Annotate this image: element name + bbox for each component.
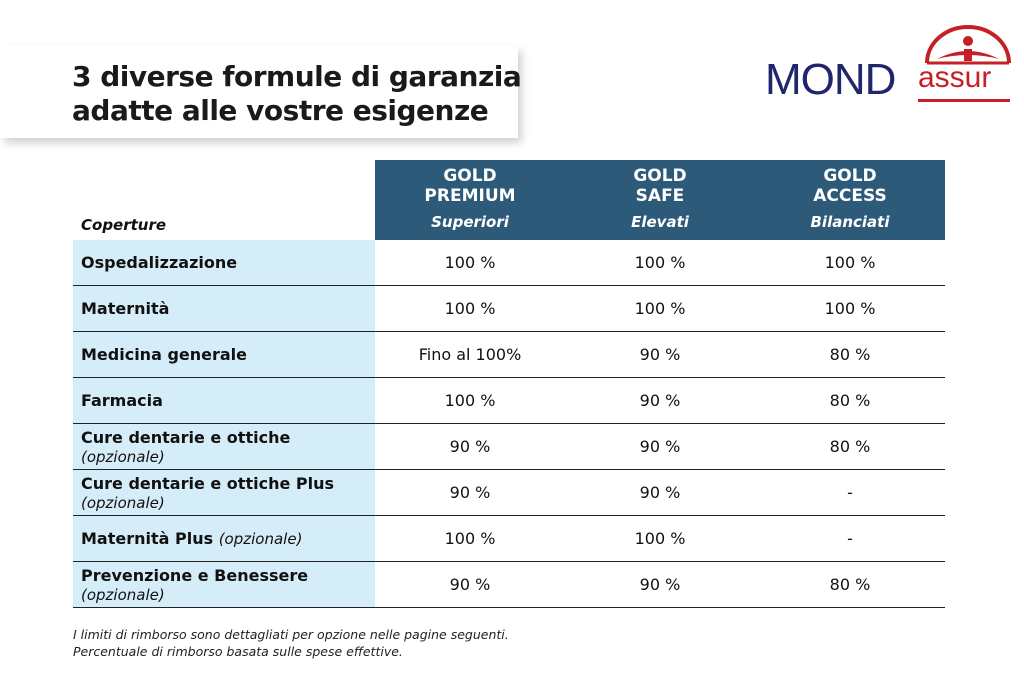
coverage-label: Ospedalizzazione xyxy=(73,240,375,286)
coverage-value: 90 % xyxy=(565,331,755,378)
coverage-label: Maternità xyxy=(73,285,375,332)
table-row: Maternità 100 % 100 % 100 % xyxy=(73,285,945,332)
coverage-value: 100 % xyxy=(375,240,565,286)
coverage-value: - xyxy=(755,469,945,516)
coverage-value: 100 % xyxy=(375,377,565,424)
logo-arch-icon xyxy=(925,25,1011,65)
coverage-value: 90 % xyxy=(565,561,755,608)
title-line-2: adatte alle vostre esigenze xyxy=(72,94,489,127)
coverage-value: 90 % xyxy=(565,423,755,470)
coverage-header: Coperture xyxy=(81,216,167,234)
coverage-value: 90 % xyxy=(565,377,755,424)
coverage-value: 100 % xyxy=(565,240,755,286)
coverage-table: Coperture GOLD PREMIUM Superiori GOLD SAFE E… xyxy=(73,160,945,608)
logo-underline xyxy=(918,99,1010,102)
table-row: Farmacia 100 % 90 % 80 % xyxy=(73,377,945,424)
coverage-value: 80 % xyxy=(755,561,945,608)
coverage-value: 100 % xyxy=(375,285,565,332)
coverage-value: 80 % xyxy=(755,377,945,424)
coverage-label: Cure dentarie e ottiche (opzionale) xyxy=(73,423,375,470)
coverage-label: Medicina generale xyxy=(73,331,375,378)
footnotes: I limiti di rimborso sono dettagliati pe… xyxy=(73,626,509,660)
coverage-label: Maternità Plus (opzionale) xyxy=(73,515,375,562)
coverage-value: 90 % xyxy=(565,469,755,516)
page-title: 3 diverse formule di garanzia adatte all… xyxy=(72,60,522,128)
coverage-label: Cure dentarie e ottiche Plus (opzionale) xyxy=(73,469,375,516)
coverage-value: 100 % xyxy=(755,285,945,332)
footnote: I limiti di rimborso sono dettagliati pe… xyxy=(73,627,509,642)
table-row: Prevenzione e Benessere (opzionale) 90 % 9… xyxy=(73,561,945,608)
coverage-value: 90 % xyxy=(375,423,565,470)
coverage-label: Farmacia xyxy=(73,377,375,424)
coverage-value: Fino al 100% xyxy=(375,331,565,378)
coverage-value: 90 % xyxy=(375,469,565,516)
coverage-value: 100 % xyxy=(755,240,945,286)
plan-header-access: GOLD ACCESS Bilanciati xyxy=(755,160,945,240)
footnote: Percentuale di rimborso basata sulle spe… xyxy=(73,644,403,659)
table-header-row: Coperture GOLD PREMIUM Superiori GOLD SAFE E… xyxy=(73,160,945,240)
logo-text-assur: assur xyxy=(918,61,992,94)
coverage-value: 100 % xyxy=(565,285,755,332)
title-box xyxy=(0,46,518,138)
coverage-value: 80 % xyxy=(755,331,945,378)
coverage-value: 90 % xyxy=(375,561,565,608)
plan-header-premium: GOLD PREMIUM Superiori xyxy=(375,160,565,240)
coverage-value: 100 % xyxy=(565,515,755,562)
mondassur-logo: MOND assur xyxy=(765,25,1015,105)
table-row: Cure dentarie e ottiche (opzionale) 90 % 9… xyxy=(73,423,945,470)
coverage-label: Prevenzione e Benessere (opzionale) xyxy=(73,561,375,608)
table-row: Medicina generale Fino al 100% 90 % 80 % xyxy=(73,331,945,378)
coverage-value: - xyxy=(755,515,945,562)
logo-text-mond: MOND xyxy=(765,55,896,104)
title-line-1: 3 diverse formule di garanzia xyxy=(72,60,522,93)
plan-header-safe: GOLD SAFE Elevati xyxy=(565,160,755,240)
table-row: Maternità Plus (opzionale) 100 % 100 % - xyxy=(73,515,945,562)
table-row: Ospedalizzazione 100 % 100 % 100 % xyxy=(73,240,945,286)
coverage-value: 80 % xyxy=(755,423,945,470)
coverage-value: 100 % xyxy=(375,515,565,562)
table-row: Cure dentarie e ottiche Plus (opzionale)… xyxy=(73,469,945,516)
